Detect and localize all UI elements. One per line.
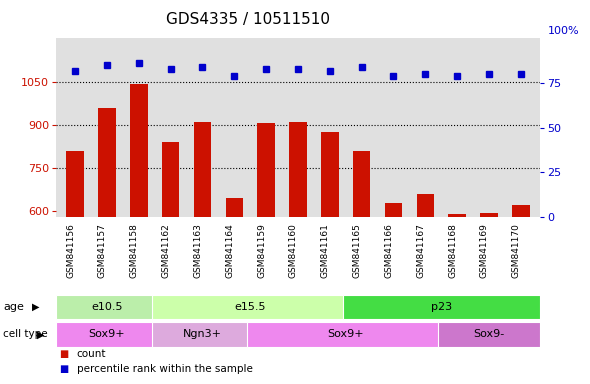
Text: ■: ■ — [59, 364, 68, 374]
Bar — [194, 122, 211, 217]
Text: GSM841168: GSM841168 — [448, 223, 457, 278]
Bar — [225, 198, 243, 217]
Text: 100%: 100% — [548, 26, 580, 36]
Text: e15.5: e15.5 — [234, 302, 266, 312]
Text: GSM841159: GSM841159 — [257, 223, 266, 278]
Text: ■: ■ — [59, 349, 68, 359]
Text: GDS4335 / 10511510: GDS4335 / 10511510 — [166, 12, 330, 26]
Text: age: age — [3, 302, 24, 312]
Text: GSM841166: GSM841166 — [385, 223, 394, 278]
Bar — [257, 123, 275, 217]
Bar — [130, 84, 148, 217]
Bar — [353, 151, 371, 217]
Text: GSM841164: GSM841164 — [225, 223, 234, 278]
Text: p23: p23 — [431, 302, 452, 312]
Text: GSM841163: GSM841163 — [194, 223, 202, 278]
Bar — [56, 322, 158, 347]
Bar — [417, 194, 434, 217]
Text: Ngn3+: Ngn3+ — [183, 329, 222, 339]
Bar — [512, 205, 529, 217]
Text: Sox9+: Sox9+ — [327, 329, 364, 339]
Bar — [289, 122, 307, 217]
Text: percentile rank within the sample: percentile rank within the sample — [77, 364, 253, 374]
Text: Sox9+: Sox9+ — [88, 329, 125, 339]
Bar — [343, 295, 540, 319]
Bar — [480, 213, 498, 217]
Text: GSM841167: GSM841167 — [417, 223, 425, 278]
Text: GSM841162: GSM841162 — [162, 223, 171, 278]
Text: GSM841156: GSM841156 — [66, 223, 75, 278]
Bar — [152, 295, 349, 319]
Text: e10.5: e10.5 — [91, 302, 123, 312]
Text: GSM841169: GSM841169 — [480, 223, 489, 278]
Text: ▶: ▶ — [32, 302, 40, 312]
Bar — [56, 295, 158, 319]
Text: ▶: ▶ — [37, 329, 45, 339]
Bar — [98, 108, 116, 217]
Text: GSM841161: GSM841161 — [321, 223, 330, 278]
Text: Sox9-: Sox9- — [473, 329, 504, 339]
Bar — [385, 203, 402, 217]
Text: GSM841160: GSM841160 — [289, 223, 298, 278]
Bar — [152, 322, 253, 347]
Bar — [321, 132, 339, 217]
Text: cell type: cell type — [3, 329, 48, 339]
Bar — [162, 142, 179, 217]
Bar — [67, 151, 84, 217]
Text: GSM841157: GSM841157 — [98, 223, 107, 278]
Bar — [448, 214, 466, 217]
Text: GSM841158: GSM841158 — [130, 223, 139, 278]
Text: GSM841165: GSM841165 — [353, 223, 362, 278]
Bar — [247, 322, 444, 347]
Bar — [438, 322, 540, 347]
Text: GSM841170: GSM841170 — [512, 223, 521, 278]
Text: count: count — [77, 349, 106, 359]
